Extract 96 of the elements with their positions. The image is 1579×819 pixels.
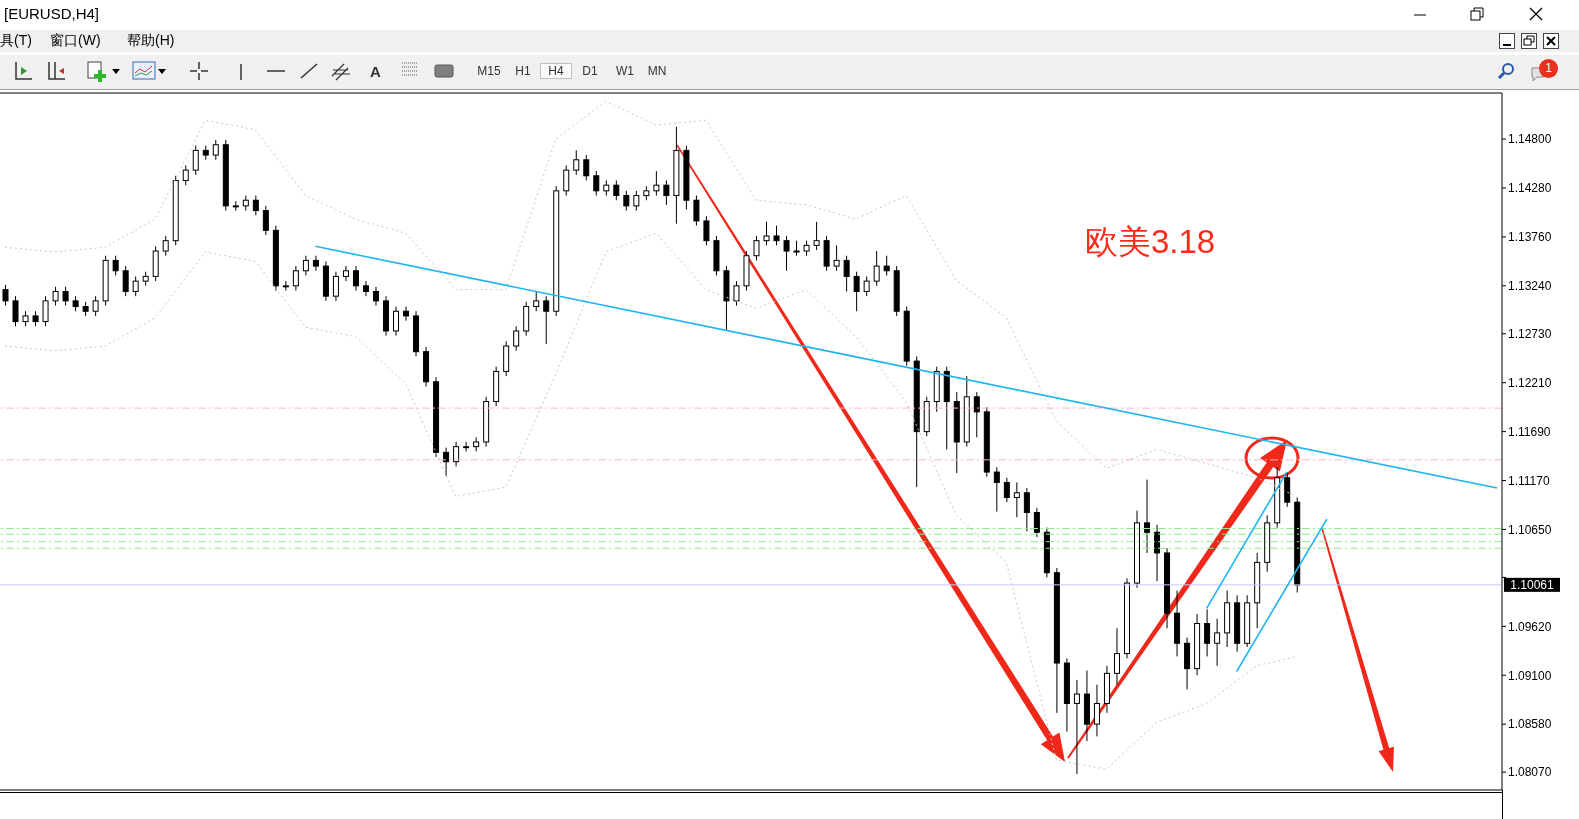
candlestick — [1023, 487, 1030, 532]
candlestick — [92, 295, 99, 317]
candlestick — [182, 164, 189, 186]
candlestick — [613, 179, 620, 201]
candlestick — [773, 225, 780, 246]
candlestick — [12, 295, 19, 327]
y-tick-label: 1.14280 — [1508, 181, 1552, 196]
candlestick — [1013, 481, 1020, 518]
candlestick — [463, 441, 470, 452]
candlestick — [753, 235, 760, 261]
chart-title: [EURUSD,H4] — [4, 5, 100, 22]
candlestick — [252, 195, 259, 216]
candlestick — [593, 170, 600, 197]
candlestick — [813, 221, 820, 251]
candlestick — [633, 190, 640, 212]
candlestick — [1093, 684, 1100, 737]
candlestick — [573, 149, 580, 176]
candlestick — [362, 280, 369, 297]
candlestick — [1144, 479, 1151, 554]
candlestick — [302, 255, 309, 276]
candlestick — [453, 441, 460, 467]
candlestick — [833, 244, 840, 272]
candlestick — [312, 255, 319, 272]
candlestick — [1204, 608, 1211, 657]
candlestick — [763, 221, 770, 246]
candlestick — [563, 164, 570, 197]
y-tick-label: 1.10650 — [1508, 522, 1552, 537]
candlestick — [473, 436, 480, 452]
candlestick — [122, 265, 129, 297]
candlestick — [733, 280, 740, 307]
y-tick-label: 1.13240 — [1508, 279, 1552, 294]
candlestick — [342, 265, 349, 282]
y-tick-label: 1.12210 — [1508, 375, 1552, 390]
candlestick — [703, 215, 710, 246]
y-tick-label: 1.12730 — [1508, 327, 1552, 342]
candlestick — [292, 265, 299, 292]
text: H4 — [540, 63, 572, 79]
text: 具(T) — [0, 32, 32, 50]
candlestick — [352, 265, 359, 292]
y-tick-label: 1.14800 — [1508, 132, 1552, 147]
y-tick-label: 1.13760 — [1508, 230, 1552, 245]
candlestick — [42, 295, 49, 327]
candlestick — [513, 325, 520, 352]
y-tick-label: 1.11690 — [1508, 424, 1551, 439]
ref-line-label: 1.10061 — [1510, 577, 1555, 592]
text: H1 — [514, 63, 532, 79]
candlestick — [212, 139, 219, 161]
candlestick — [132, 275, 139, 297]
line-series — [4, 100, 1298, 498]
text: D1 — [581, 63, 599, 79]
candlestick — [403, 306, 410, 322]
text: M15 — [476, 63, 502, 79]
y-tick-label: 1.09620 — [1508, 619, 1552, 634]
candlestick — [2, 284, 9, 307]
candlestick — [653, 170, 660, 197]
text: MN — [646, 63, 668, 79]
y-tick-label: 1.08580 — [1508, 717, 1552, 732]
text: W1 — [615, 63, 635, 79]
candlestick — [623, 190, 630, 212]
candlestick — [693, 195, 700, 227]
candlestick — [863, 275, 870, 297]
candlestick — [393, 306, 400, 337]
candlestick — [162, 235, 169, 257]
candlestick — [192, 145, 199, 176]
candlestick — [332, 271, 339, 302]
annotation: 欧美3.18 — [1085, 222, 1216, 262]
candlestick — [1003, 477, 1010, 503]
candlestick — [783, 235, 790, 272]
candlestick — [883, 255, 890, 276]
candlestick — [62, 286, 69, 307]
candlestick — [262, 205, 269, 236]
candlestick — [1214, 618, 1221, 667]
candlestick — [873, 250, 880, 287]
candlestick — [282, 280, 289, 292]
candlestick — [583, 154, 590, 181]
text: 窗口(W) — [50, 32, 101, 50]
candlestick — [533, 290, 540, 312]
candlestick — [1073, 679, 1080, 775]
candlestick — [543, 295, 550, 345]
y-tick-label: 1.08070 — [1508, 765, 1552, 780]
candlestick — [1033, 507, 1040, 538]
candlestick — [1113, 627, 1120, 686]
candlestick — [663, 179, 670, 206]
candlestick — [973, 391, 980, 438]
candlestick — [993, 466, 1000, 513]
candlestick — [1154, 524, 1161, 582]
text: A — [370, 63, 381, 80]
candlestick — [853, 271, 860, 312]
candlestick — [843, 255, 850, 292]
candlestick — [372, 286, 379, 307]
y-tick-label: 1.11170 — [1508, 473, 1550, 488]
candlestick — [112, 255, 119, 276]
candlestick — [52, 286, 59, 307]
y-tick-label: 1.09100 — [1508, 668, 1552, 683]
text: 帮助(H) — [127, 32, 175, 50]
candlestick — [443, 447, 450, 477]
